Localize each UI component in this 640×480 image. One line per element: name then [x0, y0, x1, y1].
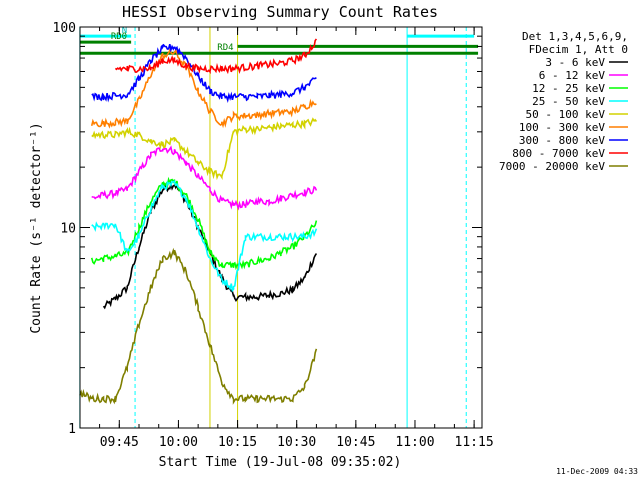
legend-label-2: 12 - 25 keV [532, 82, 605, 95]
legend-label-8: 7000 - 20000 keV [499, 160, 605, 173]
series-line-6 [91, 43, 317, 103]
series-line-2 [90, 176, 318, 271]
legend-label-6: 300 - 800 keV [519, 134, 605, 147]
legend-header-0: Det 1,3,4,5,6,9, [522, 30, 628, 43]
x-tick-label-3: 10:30 [277, 435, 316, 450]
chart-title: HESSI Observing Summary Count Rates [122, 3, 438, 21]
x-tick-label-0: 09:45 [100, 435, 139, 450]
axes: 09:45 10:00 10:15 10:30 10:45 11:00 11:15 1 10 10… [53, 21, 494, 450]
y-axis-label: Count Rate (s⁻¹ detector⁻¹) [29, 122, 44, 333]
y-tick-label-2: 100 [53, 21, 76, 36]
y-tick-label-0: 1 [68, 422, 76, 437]
legend: Det 1,3,4,5,6,9,FDecim 1, Att 03 - 6 keV… [499, 30, 628, 173]
x-tick-label-1: 10:00 [159, 435, 198, 450]
series-line-8 [79, 247, 318, 405]
legend-header-1: FDecim 1, Att 0 [529, 43, 628, 56]
x-axis-label: Start Time (19-Jul-08 09:35:02) [159, 455, 402, 470]
legend-label-1: 6 - 12 keV [539, 69, 606, 82]
x-tick-label-5: 11:00 [395, 435, 434, 450]
legend-label-7: 800 - 7000 keV [512, 147, 605, 160]
annotation-label-0: N [122, 26, 127, 36]
legend-label-3: 25 - 50 keV [532, 95, 605, 108]
legend-label-0: 3 - 6 keV [545, 56, 605, 69]
annotation-label-2: RD4 [217, 43, 233, 53]
footer-date: 11-Dec-2009 04:33 [556, 467, 638, 476]
legend-label-5: 100 - 300 keV [519, 121, 605, 134]
annotation-label-1: RD0 [111, 32, 127, 42]
x-tick-label-6: 11:15 [455, 435, 494, 450]
series-line-7 [114, 38, 318, 75]
series-line-4 [91, 117, 318, 181]
series-line-3 [91, 180, 318, 293]
x-tick-label-2: 10:15 [218, 435, 257, 450]
y-tick-label-1: 10 [60, 222, 76, 237]
series-line-1 [91, 145, 318, 211]
x-tick-label-4: 10:45 [336, 435, 375, 450]
legend-label-4: 50 - 100 keV [526, 108, 606, 121]
series-line-5 [90, 48, 317, 129]
